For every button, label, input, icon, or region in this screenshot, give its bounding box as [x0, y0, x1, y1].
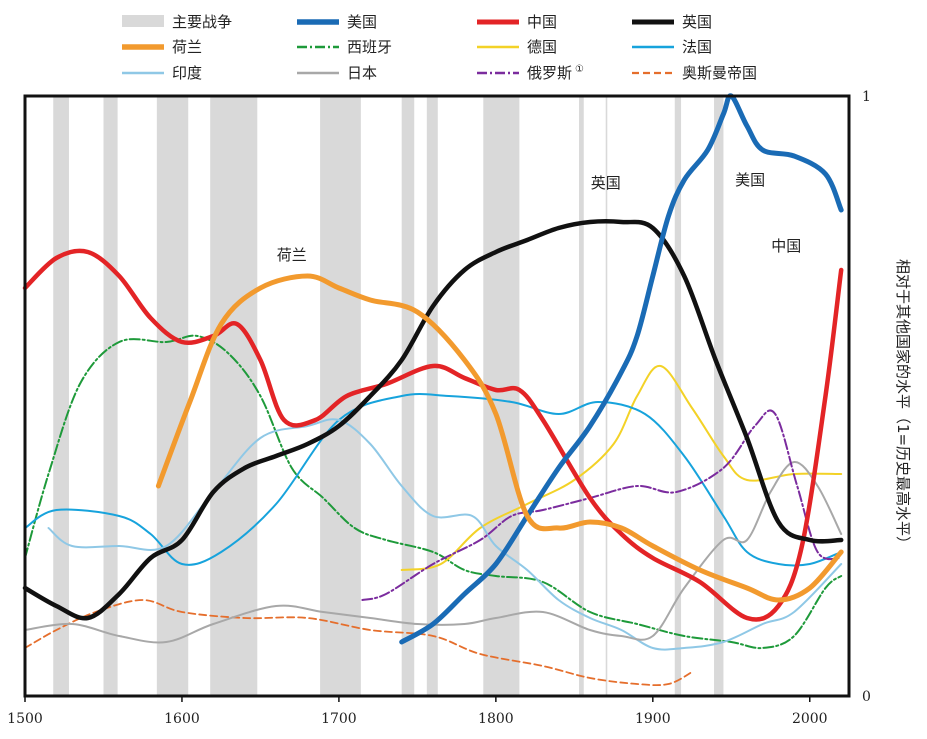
legend-label: 法国: [682, 38, 712, 56]
series-line-10: [24, 599, 693, 687]
x-tick-label: 1800: [478, 711, 514, 727]
y-axis: 10: [862, 89, 871, 705]
y-axis-label: 相对于其他国家的水平（1=历史最高水平）: [894, 259, 912, 551]
legend-label: 德国: [527, 38, 557, 56]
series-lines: [22, 93, 844, 687]
legend-label: 主要战争: [172, 13, 232, 31]
plot-frame: [23, 94, 851, 698]
series-line-4: [24, 334, 843, 650]
legend-label: 英国: [682, 13, 712, 31]
x-tick-label: 1600: [164, 711, 200, 727]
legend-label: 西班牙: [347, 38, 392, 56]
series-line-9: [361, 409, 843, 601]
series-line-8: [24, 461, 843, 644]
annotation-label: 荷兰: [277, 246, 307, 264]
legend-label: 印度: [172, 64, 202, 82]
series-line-3: [155, 273, 844, 603]
series-line-2: [22, 219, 844, 621]
x-tick-label: 2000: [792, 711, 828, 727]
war-band: [53, 96, 69, 696]
x-tick-label: 1700: [321, 711, 357, 727]
war-band: [156, 96, 189, 696]
annotation-label: 中国: [771, 237, 801, 255]
y-tick-label: 1: [862, 89, 871, 105]
x-axis: 1500 1600 1700 1800 1900 2000: [7, 696, 828, 727]
legend-label: 奥斯曼帝国: [682, 64, 757, 82]
war-band: [674, 96, 682, 696]
series-line-0: [399, 93, 844, 645]
legend-war-swatch: [122, 15, 164, 27]
x-tick-label: 1500: [7, 711, 43, 727]
footnote-mark: ①: [575, 64, 584, 75]
y-tick-label: 0: [862, 689, 871, 705]
legend-label: 美国: [347, 13, 377, 31]
series-line-5: [400, 364, 843, 571]
war-band: [714, 96, 724, 696]
war-band: [426, 96, 438, 696]
annotation-label: 美国: [735, 171, 765, 189]
war-band: [320, 96, 361, 696]
legend-label: 俄罗斯: [527, 64, 572, 82]
legend-label: 荷兰: [172, 38, 202, 56]
series-line-6: [24, 392, 843, 567]
series-line-1: [22, 248, 844, 622]
x-tick-label: 1900: [635, 711, 671, 727]
annotation-label: 英国: [591, 174, 621, 192]
y-axis-title: 相对于其他国家的水平（1=历史最高水平）: [894, 259, 912, 551]
legend-label: 日本: [347, 64, 377, 82]
war-bands: [53, 96, 724, 696]
legend-label: 中国: [527, 13, 557, 31]
war-band: [210, 96, 258, 696]
war-band: [579, 96, 584, 696]
